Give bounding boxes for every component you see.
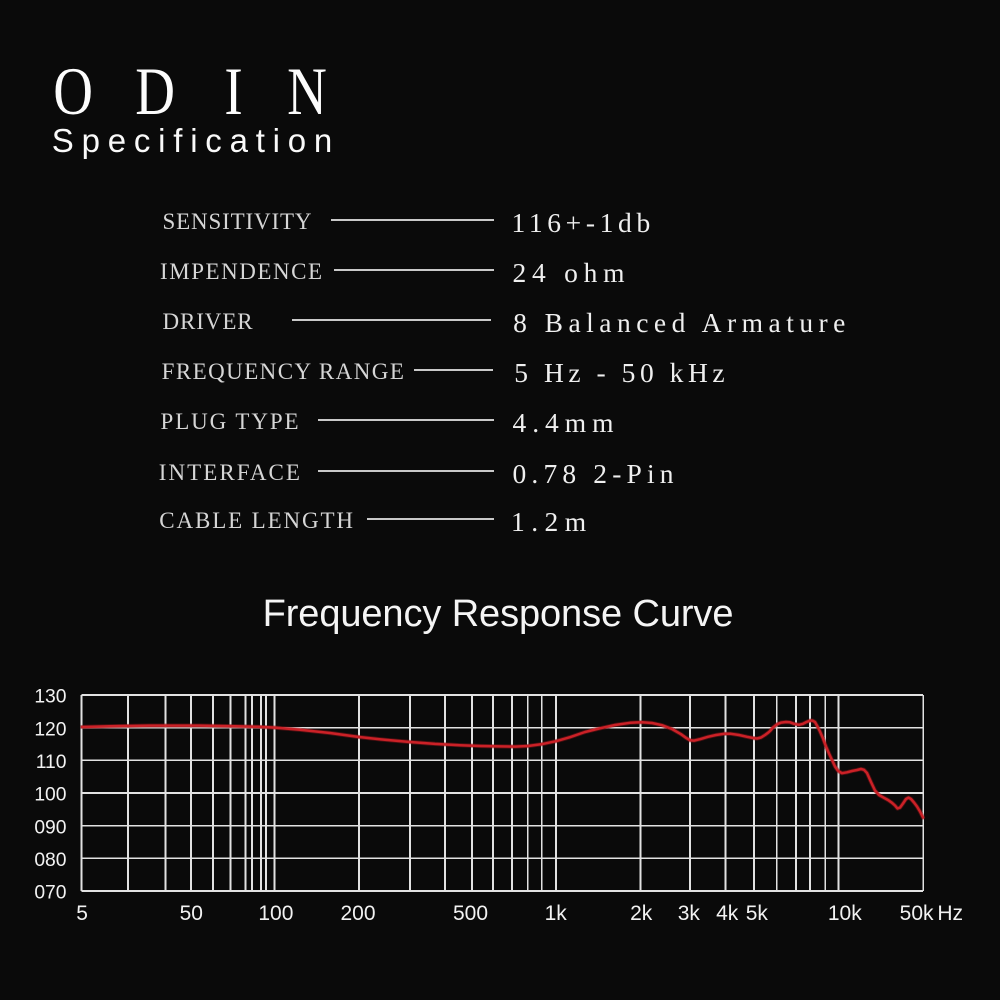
svg-text:110: 110 <box>36 752 67 773</box>
svg-text:130: 130 <box>34 687 66 708</box>
svg-text:3k: 3k <box>678 902 701 925</box>
svg-text:100: 100 <box>258 902 293 925</box>
svg-text:200: 200 <box>340 902 375 925</box>
svg-text:4k: 4k <box>716 902 739 925</box>
svg-text:100: 100 <box>34 785 66 806</box>
svg-text:2k: 2k <box>630 902 653 925</box>
svg-text:070: 070 <box>34 883 66 904</box>
svg-text:50: 50 <box>180 902 203 925</box>
svg-text:5: 5 <box>76 902 88 925</box>
svg-text:1k: 1k <box>545 902 568 925</box>
svg-text:080: 080 <box>34 850 66 871</box>
svg-text:500: 500 <box>453 902 488 925</box>
svg-text:50k: 50k <box>900 902 934 925</box>
svg-text:120: 120 <box>34 719 66 740</box>
svg-text:090: 090 <box>34 817 66 838</box>
svg-text:10k: 10k <box>828 902 862 925</box>
svg-text:5k: 5k <box>746 902 769 925</box>
svg-text:Hz: Hz <box>937 902 963 925</box>
